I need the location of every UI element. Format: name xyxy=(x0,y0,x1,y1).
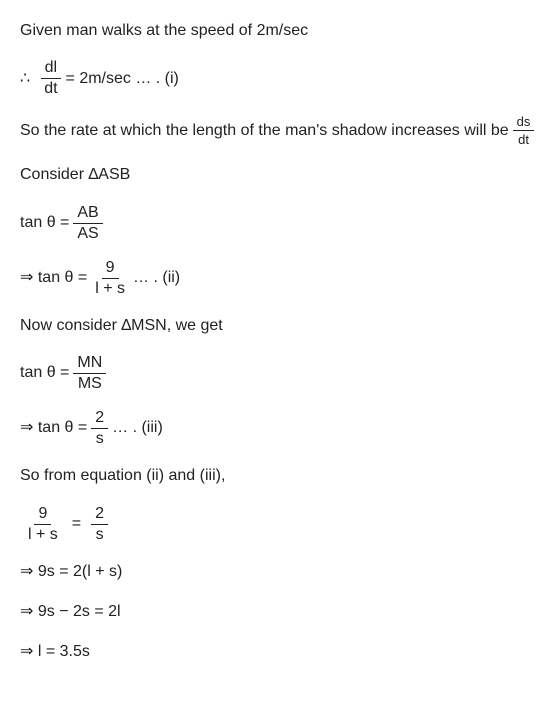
equation-step: ⇒ 9s − 2s = 2l xyxy=(20,601,121,623)
text-line: Now consider ∆MSN, we get xyxy=(20,315,223,337)
equation-ii: ⇒ tan θ = 9 l + s … . (ii) xyxy=(20,260,540,297)
text-line: So from equation (ii) and (iii), xyxy=(20,465,225,487)
fraction-mn-ms: MN MS xyxy=(73,355,106,392)
denominator: dt xyxy=(40,79,61,97)
equation-label: … . (ii) xyxy=(133,267,180,289)
denominator: l + s xyxy=(24,525,62,543)
equals-sign: = xyxy=(72,513,81,535)
denominator: dt xyxy=(514,131,533,146)
equation-label: … . (iii) xyxy=(112,417,163,439)
fraction-ds-dt: ds dt xyxy=(513,115,535,146)
denominator: MS xyxy=(74,374,106,392)
numerator: 2 xyxy=(91,506,108,525)
fraction-left: 9 l + s xyxy=(24,506,62,543)
equation-iii: ⇒ tan θ = 2 s … . (iii) xyxy=(20,410,540,447)
denominator: AS xyxy=(73,224,102,242)
numerator: 2 xyxy=(91,410,108,429)
equation-combined: 9 l + s = 2 s xyxy=(20,506,540,543)
numerator: 9 xyxy=(34,506,51,525)
fraction-ab-as: AB AS xyxy=(73,205,102,242)
denominator: l + s xyxy=(91,279,129,297)
text-line: Consider ∆ASB xyxy=(20,164,130,186)
equation-tan-msn: tan θ = MN MS xyxy=(20,355,540,392)
numerator: 9 xyxy=(102,260,119,279)
fraction-2-s: 2 s xyxy=(91,410,108,447)
numerator: ds xyxy=(513,115,535,131)
equation-lhs: tan θ = xyxy=(20,362,69,384)
equation-i: ∴ dl dt = 2m/sec … . (i) xyxy=(20,60,540,97)
text-line: Given man walks at the speed of 2m/sec xyxy=(20,20,308,42)
equation-lhs: tan θ = xyxy=(20,212,69,234)
numerator: MN xyxy=(73,355,106,374)
fraction-right: 2 s xyxy=(91,506,108,543)
equation-rhs: = 2m/sec … . (i) xyxy=(66,68,179,90)
text-segment: So the rate at which the length of the m… xyxy=(20,120,509,142)
denominator: s xyxy=(92,525,108,543)
fraction-dl-dt: dl dt xyxy=(40,60,61,97)
fraction-9-ls: 9 l + s xyxy=(91,260,129,297)
therefore-symbol: ∴ xyxy=(20,68,30,90)
equation-step: ⇒ 9s = 2(l + s) xyxy=(20,561,122,583)
denominator: s xyxy=(92,429,108,447)
text-line-with-fraction: So the rate at which the length of the m… xyxy=(20,115,540,146)
equation-result: ⇒ l = 3.5s xyxy=(20,641,90,663)
numerator: AB xyxy=(73,205,102,224)
equation-lhs: ⇒ tan θ = xyxy=(20,267,87,289)
equation-lhs: ⇒ tan θ = xyxy=(20,417,87,439)
equation-tan-asb: tan θ = AB AS xyxy=(20,205,540,242)
numerator: dl xyxy=(41,60,61,79)
